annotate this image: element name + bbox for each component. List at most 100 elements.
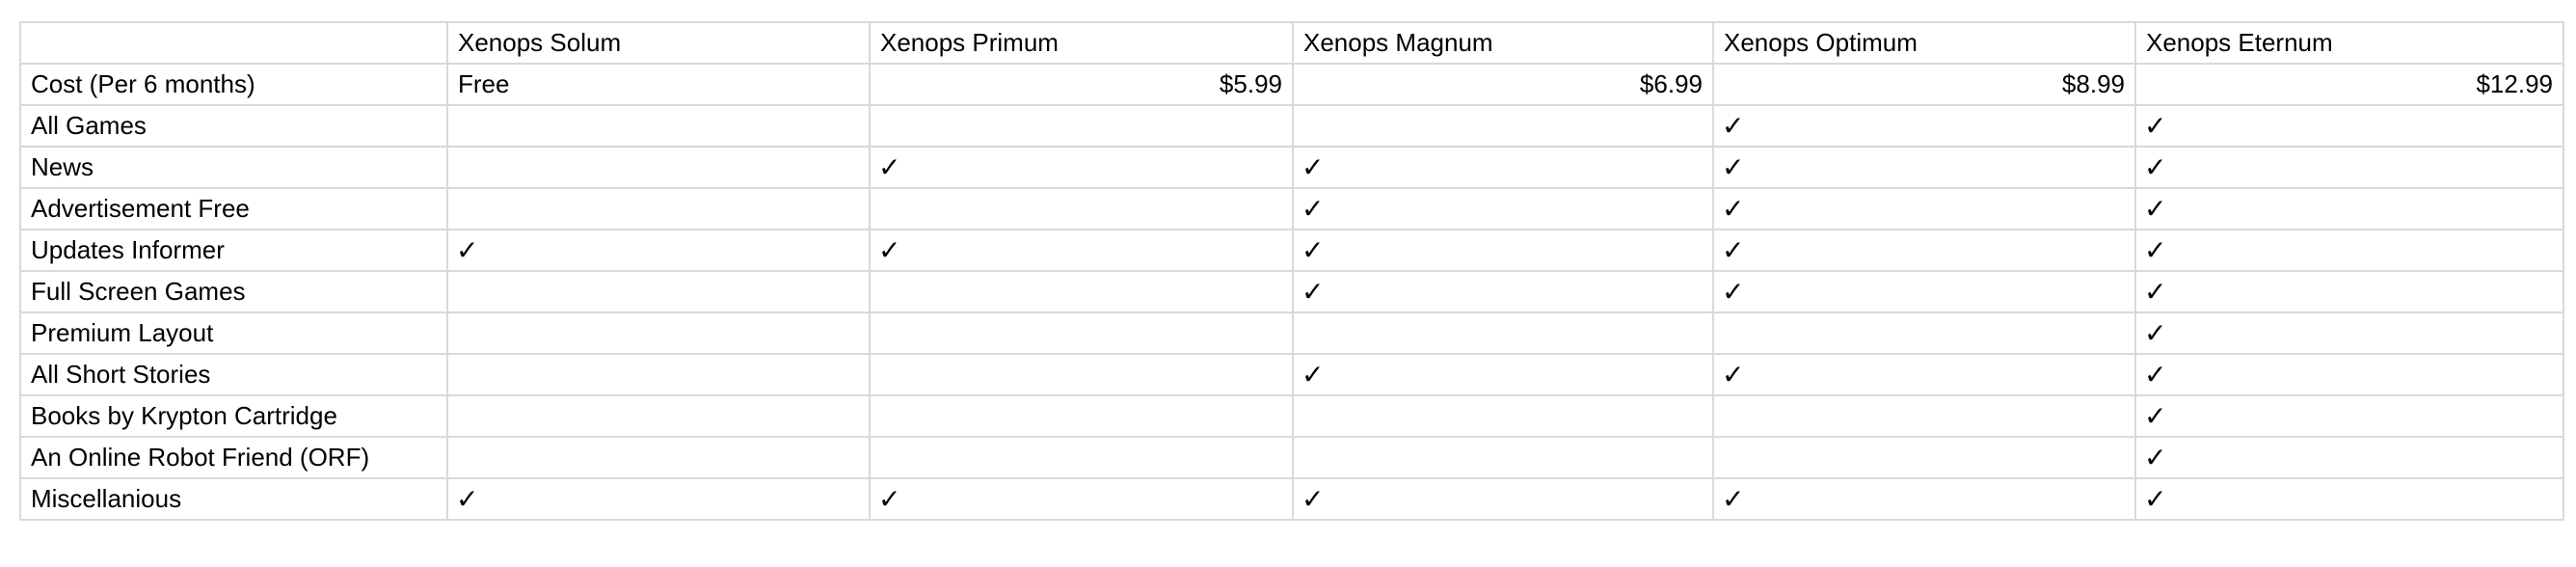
check-cell[interactable]: ✓: [446, 229, 871, 272]
empty-cell[interactable]: [1292, 436, 1714, 479]
check-cell[interactable]: ✓: [1712, 229, 2136, 272]
feature-row: Advertisement Free ✓ ✓ ✓: [19, 187, 2564, 230]
feature-label-cell[interactable]: Full Screen Games: [19, 270, 448, 313]
cost-cell[interactable]: $5.99: [869, 63, 1294, 106]
check-mark-icon: ✓: [1301, 360, 1325, 390]
check-mark-icon: ✓: [2144, 111, 2167, 141]
feature-label-cell[interactable]: All Short Stories: [19, 353, 448, 396]
check-mark-icon: ✓: [2144, 194, 2167, 224]
empty-cell[interactable]: [869, 394, 1294, 438]
check-cell[interactable]: ✓: [2134, 394, 2564, 438]
empty-cell[interactable]: [446, 436, 871, 479]
feature-label-cell[interactable]: News: [19, 146, 448, 189]
empty-cell[interactable]: [446, 270, 871, 313]
header-cell[interactable]: Xenops Solum: [446, 21, 871, 65]
header-cell[interactable]: Xenops Optimum: [1712, 21, 2136, 65]
check-cell[interactable]: ✓: [1712, 146, 2136, 189]
empty-cell[interactable]: [1292, 311, 1714, 355]
check-cell[interactable]: ✓: [2134, 270, 2564, 313]
empty-cell[interactable]: [869, 311, 1294, 355]
empty-cell[interactable]: [446, 394, 871, 438]
check-cell[interactable]: ✓: [1292, 187, 1714, 230]
check-mark-icon: ✓: [2144, 277, 2167, 307]
check-cell[interactable]: ✓: [1292, 146, 1714, 189]
empty-cell[interactable]: [869, 187, 1294, 230]
feature-label-cell[interactable]: An Online Robot Friend (ORF): [19, 436, 448, 479]
empty-cell[interactable]: [1292, 394, 1714, 438]
check-mark-icon: ✓: [1301, 235, 1325, 265]
header-cell[interactable]: Xenops Magnum: [1292, 21, 1714, 65]
check-cell[interactable]: ✓: [1712, 353, 2136, 396]
cost-cell[interactable]: $6.99: [1292, 63, 1714, 106]
check-cell[interactable]: ✓: [1292, 477, 1714, 521]
empty-cell[interactable]: [446, 311, 871, 355]
check-cell[interactable]: ✓: [1712, 270, 2136, 313]
corner-cell[interactable]: [19, 21, 448, 65]
feature-row: Premium Layout ✓: [19, 311, 2564, 355]
feature-row: News ✓ ✓ ✓ ✓: [19, 146, 2564, 189]
cost-cell[interactable]: $12.99: [2134, 63, 2564, 106]
empty-cell[interactable]: [1712, 394, 2136, 438]
check-cell[interactable]: ✓: [1292, 229, 1714, 272]
check-cell[interactable]: ✓: [1712, 187, 2136, 230]
header-cell[interactable]: Xenops Eternum: [2134, 21, 2564, 65]
check-mark-icon: ✓: [1722, 277, 1745, 307]
check-mark-icon: ✓: [878, 152, 901, 182]
check-cell[interactable]: ✓: [869, 229, 1294, 272]
check-mark-icon: ✓: [456, 484, 479, 514]
feature-row: All Short Stories ✓ ✓ ✓: [19, 353, 2564, 396]
check-mark-icon: ✓: [456, 235, 479, 265]
empty-cell[interactable]: [869, 104, 1294, 148]
feature-label-cell[interactable]: Updates Informer: [19, 229, 448, 272]
empty-cell[interactable]: [446, 187, 871, 230]
feature-label-cell[interactable]: All Games: [19, 104, 448, 148]
cost-cell[interactable]: Free: [446, 63, 871, 106]
empty-cell[interactable]: [446, 353, 871, 396]
feature-row: Books by Krypton Cartridge ✓: [19, 394, 2564, 438]
feature-row: Updates Informer ✓ ✓ ✓ ✓ ✓: [19, 229, 2564, 272]
feature-row: Full Screen Games ✓ ✓ ✓: [19, 270, 2564, 313]
check-cell[interactable]: ✓: [2134, 311, 2564, 355]
cost-label-cell[interactable]: Cost (Per 6 months): [19, 63, 448, 106]
empty-cell[interactable]: [869, 353, 1294, 396]
header-cell[interactable]: Xenops Primum: [869, 21, 1294, 65]
check-mark-icon: ✓: [1301, 152, 1325, 182]
check-cell[interactable]: ✓: [2134, 436, 2564, 479]
empty-cell[interactable]: [1292, 104, 1714, 148]
check-mark-icon: ✓: [1722, 360, 1745, 390]
empty-cell[interactable]: [869, 270, 1294, 313]
check-cell[interactable]: ✓: [1292, 270, 1714, 313]
check-cell[interactable]: ✓: [2134, 477, 2564, 521]
check-mark-icon: ✓: [2144, 401, 2167, 431]
check-cell[interactable]: ✓: [2134, 229, 2564, 272]
feature-label-cell[interactable]: Books by Krypton Cartridge: [19, 394, 448, 438]
check-cell[interactable]: ✓: [1712, 477, 2136, 521]
check-mark-icon: ✓: [2144, 360, 2167, 390]
header-row: Xenops Solum Xenops Primum Xenops Magnum…: [19, 21, 2564, 65]
cost-cell[interactable]: $8.99: [1712, 63, 2136, 106]
check-cell[interactable]: ✓: [2134, 353, 2564, 396]
check-cell[interactable]: ✓: [869, 146, 1294, 189]
empty-cell[interactable]: [446, 146, 871, 189]
feature-label-cell[interactable]: Miscellanious: [19, 477, 448, 521]
check-cell[interactable]: ✓: [446, 477, 871, 521]
empty-cell[interactable]: [869, 436, 1294, 479]
empty-cell[interactable]: [1712, 436, 2136, 479]
check-cell[interactable]: ✓: [2134, 104, 2564, 148]
check-mark-icon: ✓: [1722, 484, 1745, 514]
empty-cell[interactable]: [1712, 311, 2136, 355]
empty-cell[interactable]: [446, 104, 871, 148]
check-mark-icon: ✓: [2144, 152, 2167, 182]
check-cell[interactable]: ✓: [2134, 146, 2564, 189]
check-mark-icon: ✓: [878, 484, 901, 514]
check-mark-icon: ✓: [878, 235, 901, 265]
table-body: Xenops Solum Xenops Primum Xenops Magnum…: [19, 21, 2564, 521]
check-cell[interactable]: ✓: [869, 477, 1294, 521]
check-mark-icon: ✓: [1301, 277, 1325, 307]
check-cell[interactable]: ✓: [1292, 353, 1714, 396]
check-cell[interactable]: ✓: [2134, 187, 2564, 230]
feature-label-cell[interactable]: Premium Layout: [19, 311, 448, 355]
check-cell[interactable]: ✓: [1712, 104, 2136, 148]
feature-label-cell[interactable]: Advertisement Free: [19, 187, 448, 230]
check-mark-icon: ✓: [1722, 235, 1745, 265]
